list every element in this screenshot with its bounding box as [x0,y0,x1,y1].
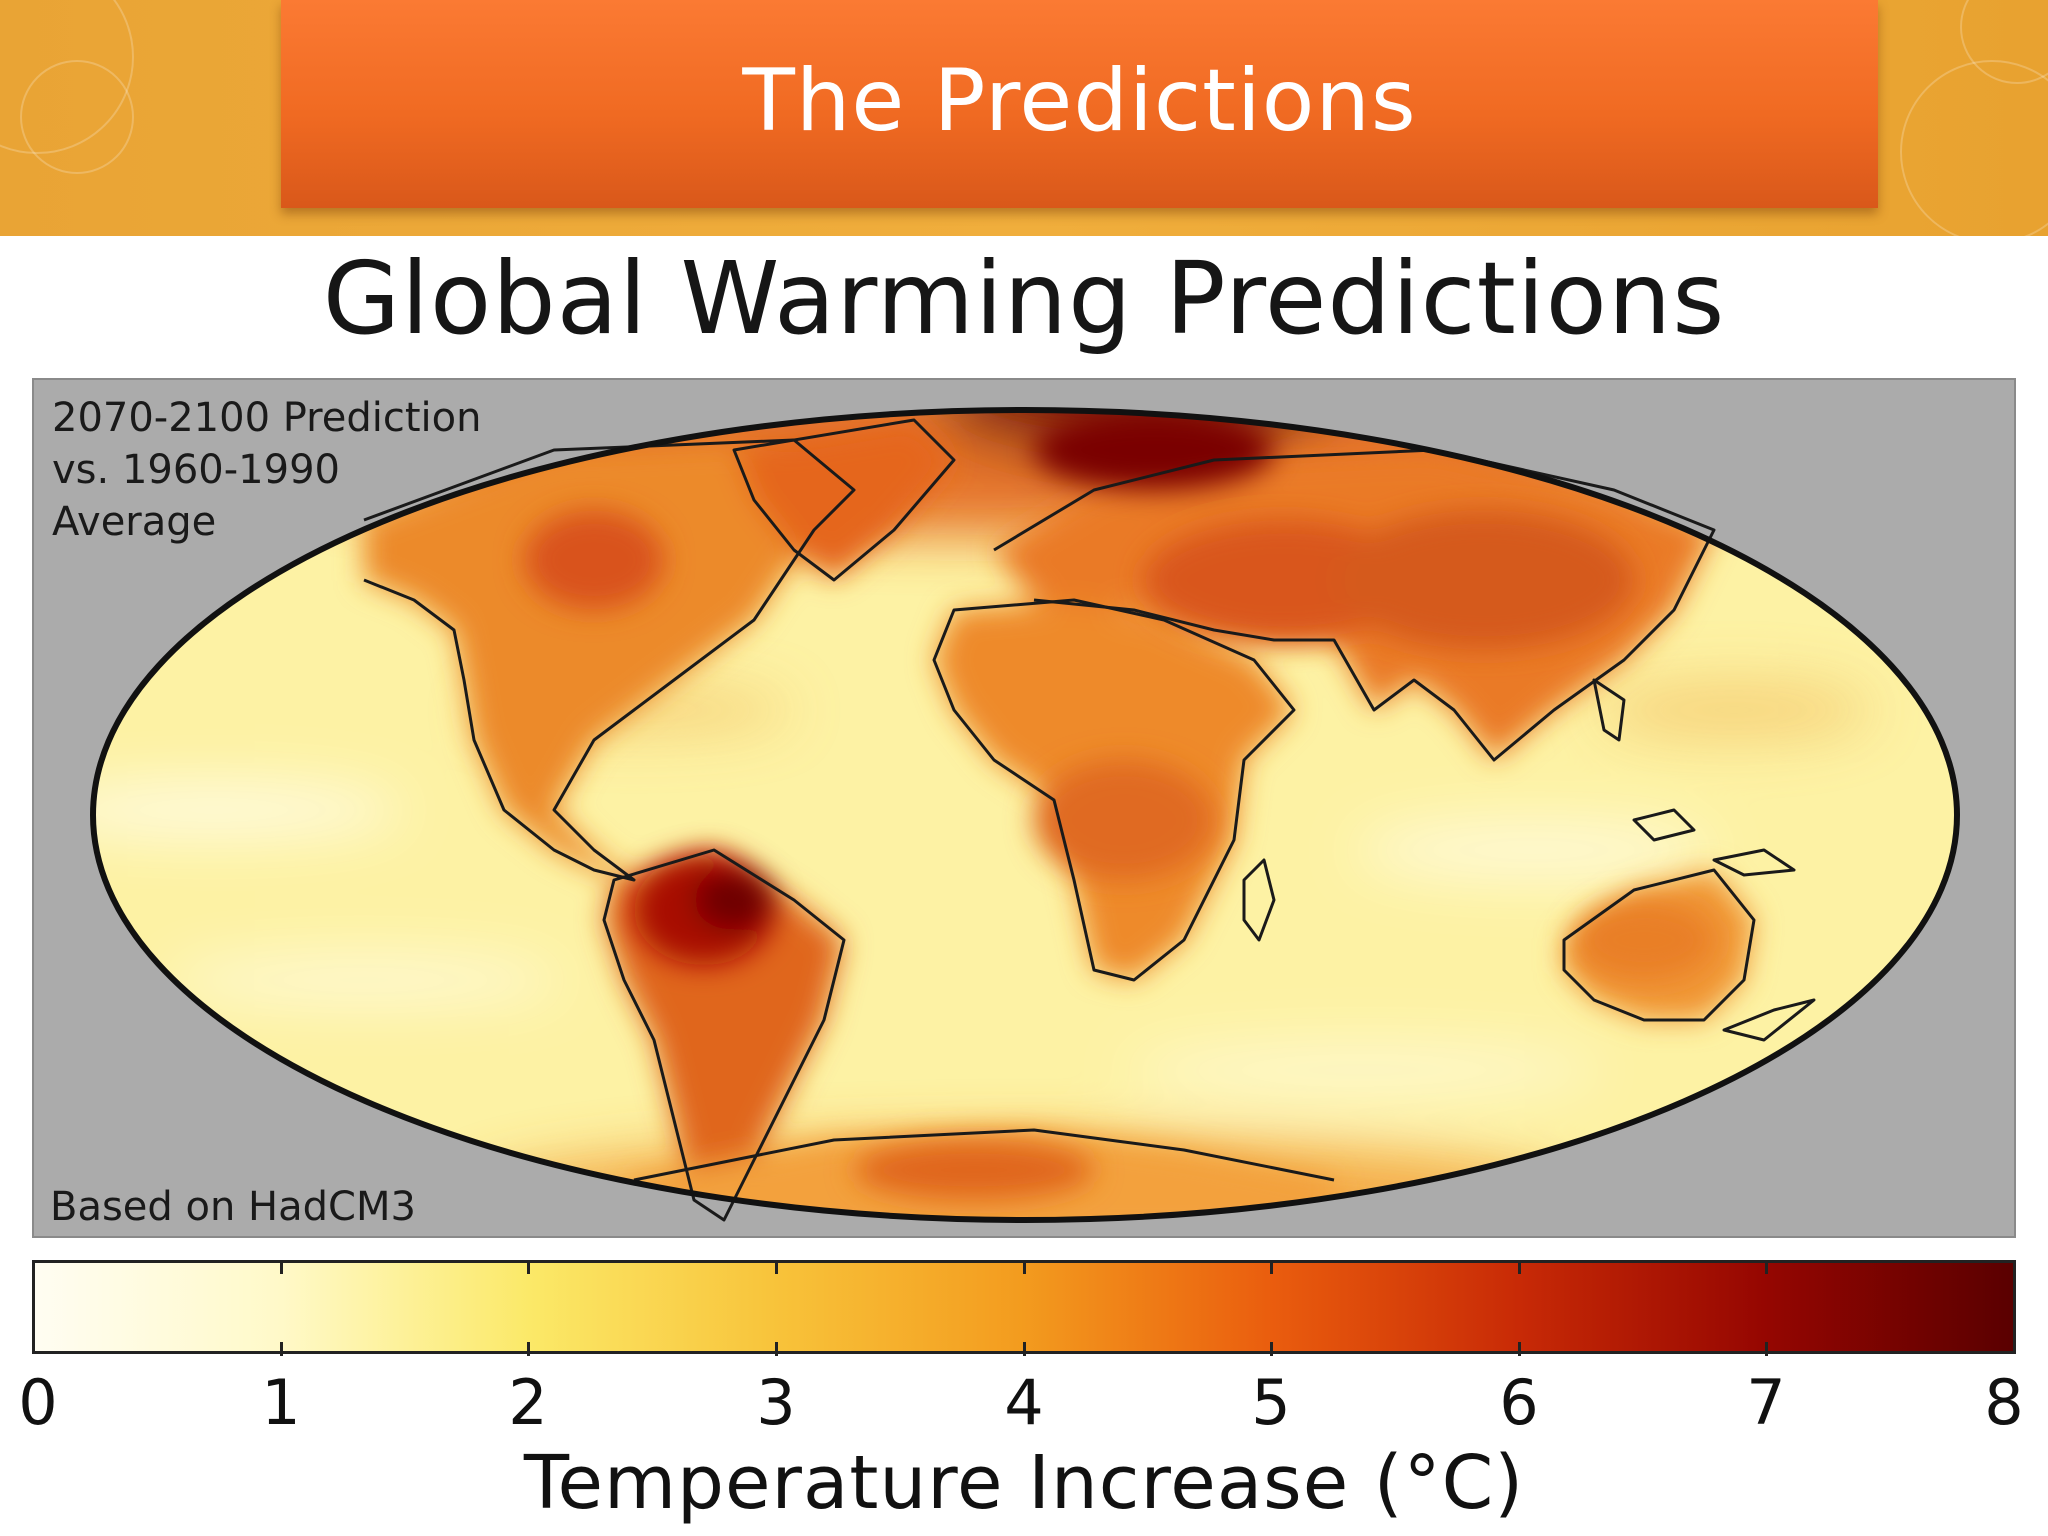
colorbar-tick [775,1260,778,1274]
slide-title-bar: The Predictions [281,0,1878,208]
note-line: Average [52,499,217,545]
colorbar-tick-label: 8 [1984,1366,2024,1439]
colorbar-tick [1518,1342,1521,1356]
slide-header-band: The Predictions [0,0,2048,236]
colorbar-tick [1518,1260,1521,1274]
map-panel: 2070-2100 Prediction vs. 1960-1990 Avera… [32,378,2016,1238]
prediction-note: 2070-2100 Prediction vs. 1960-1990 Avera… [52,392,481,548]
colorbar-tick [280,1260,283,1274]
colorbar-tick-label: 4 [1004,1366,1044,1439]
note-line: vs. 1960-1990 [52,447,340,493]
source-note: Based on HadCM3 [50,1184,416,1230]
colorbar-tick [280,1342,283,1356]
colorbar-tick [527,1342,530,1356]
figure-title: Global Warming Predictions [322,240,1726,357]
colorbar-tick-label: 7 [1746,1366,1786,1439]
colorbar-gradient [32,1260,2016,1354]
colorbar-tick [1023,1260,1026,1274]
colorbar-tick [775,1342,778,1356]
colorbar-tick-label: 2 [508,1366,548,1439]
globe-outline [90,407,1960,1223]
colorbar-tick [1765,1260,1768,1274]
colorbar-tick [1765,1342,1768,1356]
colorbar-tick-label: 1 [261,1366,301,1439]
colorbar-tick-label: 6 [1499,1366,1539,1439]
colorbar-tick [1270,1260,1273,1274]
slide-title: The Predictions [742,51,1417,151]
north-america [364,440,854,880]
colorbar [32,1260,2016,1356]
colorbar-tick [1023,1342,1026,1356]
coastlines [363,418,1816,1222]
colorbar-tick-label: 5 [1251,1366,1291,1439]
colorbar-tick-label: 0 [18,1366,58,1439]
colorbar-tick [1270,1342,1273,1356]
colorbar-tick [527,1260,530,1274]
colorbar-tick-label: 3 [756,1366,796,1439]
note-line: 2070-2100 Prediction [52,395,482,441]
hotspots [524,410,1714,1200]
world-map [90,407,1960,1223]
colorbar-label: Temperature Increase (°C) [523,1440,1525,1526]
